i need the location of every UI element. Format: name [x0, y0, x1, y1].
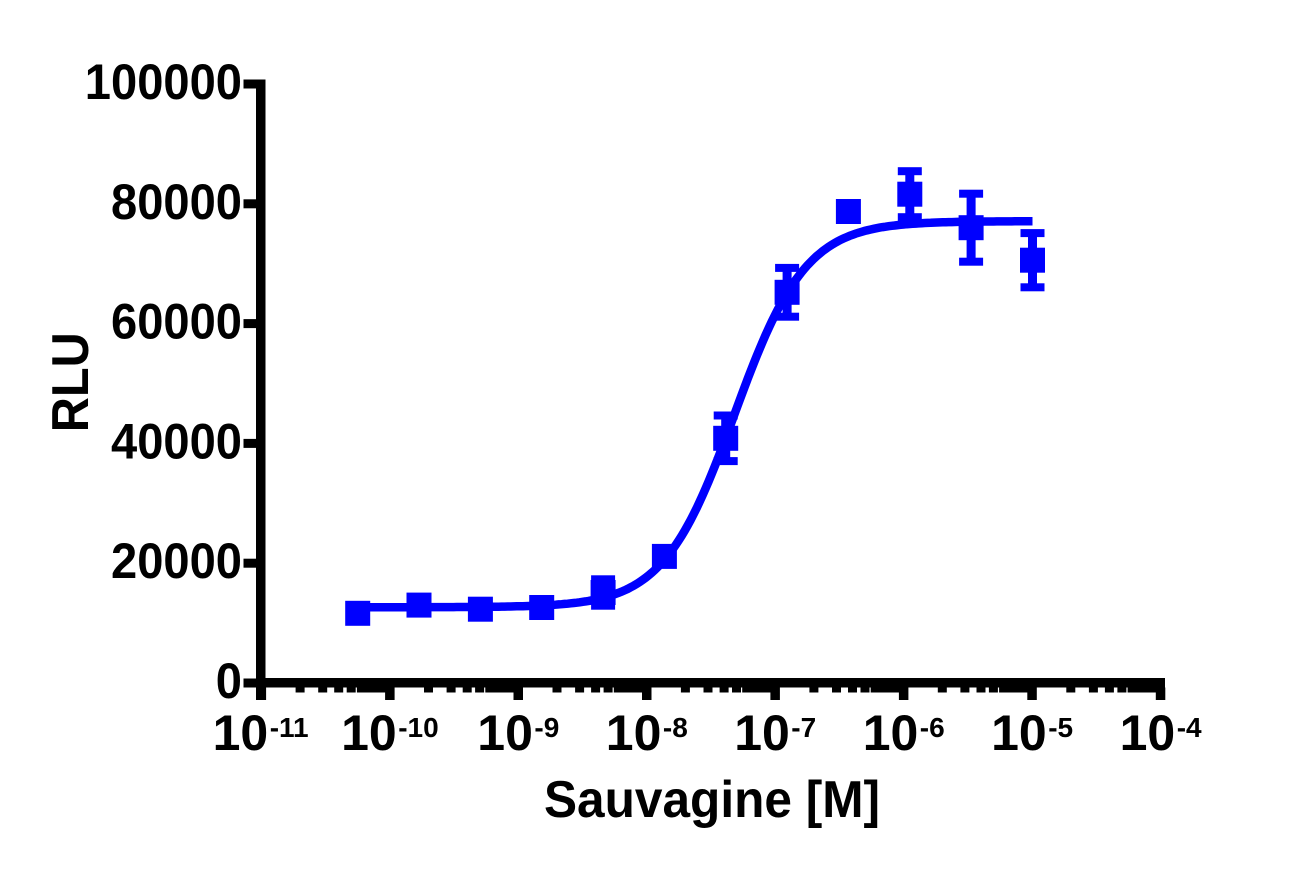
svg-text:60000: 60000	[111, 294, 242, 350]
svg-text:-5: -5	[1048, 712, 1073, 743]
svg-text:40000: 40000	[111, 413, 242, 469]
svg-text:-10: -10	[398, 712, 438, 743]
svg-text:-6: -6	[920, 712, 945, 743]
svg-text:10: 10	[477, 705, 533, 761]
svg-text:10: 10	[991, 705, 1047, 761]
svg-text:-7: -7	[791, 712, 816, 743]
svg-text:100000: 100000	[85, 54, 242, 110]
svg-text:10: 10	[863, 705, 919, 761]
svg-text:10: 10	[1120, 705, 1176, 761]
svg-text:10: 10	[606, 705, 662, 761]
svg-text:-8: -8	[663, 712, 688, 743]
svg-text:-9: -9	[534, 712, 559, 743]
svg-text:10: 10	[213, 705, 269, 761]
svg-text:10: 10	[341, 705, 397, 761]
svg-text:-11: -11	[270, 712, 309, 743]
svg-text:RLU: RLU	[42, 332, 100, 432]
svg-text:10: 10	[734, 705, 790, 761]
svg-text:20000: 20000	[111, 533, 242, 589]
svg-text:0: 0	[216, 653, 242, 709]
svg-text:80000: 80000	[111, 174, 242, 230]
svg-text:Sauvagine [M]: Sauvagine [M]	[544, 771, 880, 829]
svg-text:-4: -4	[1177, 712, 1202, 743]
